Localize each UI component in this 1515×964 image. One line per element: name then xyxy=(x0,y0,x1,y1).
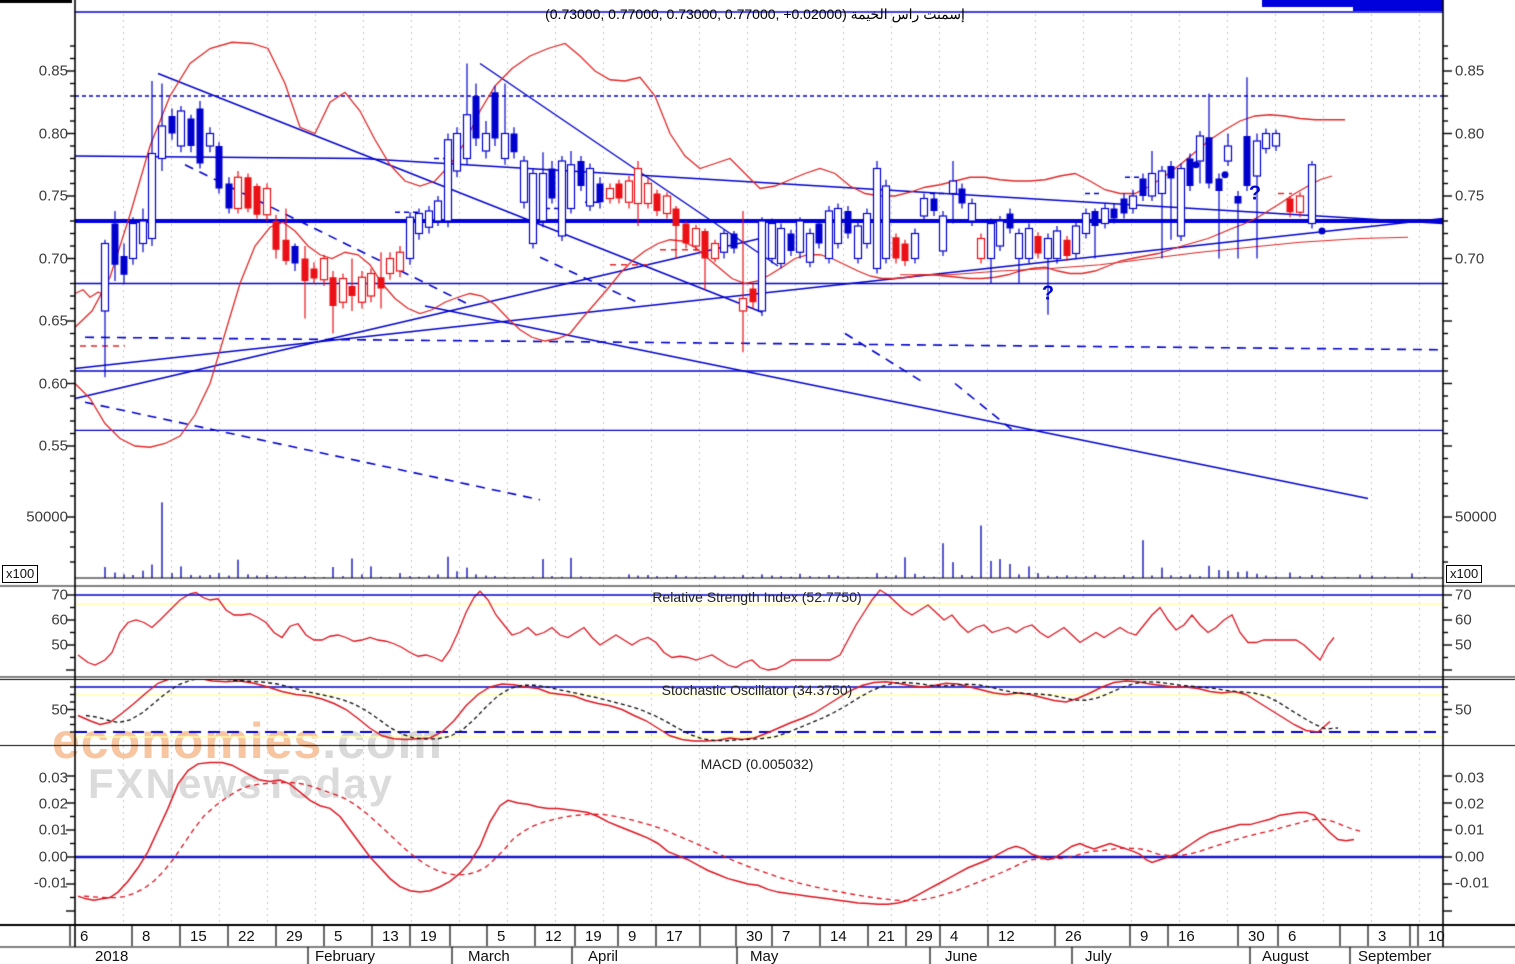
price-chart-canvas xyxy=(0,0,1515,964)
stock-chart-window: economies.com FXNewsToday إسمنت راس الخي… xyxy=(0,0,1515,964)
